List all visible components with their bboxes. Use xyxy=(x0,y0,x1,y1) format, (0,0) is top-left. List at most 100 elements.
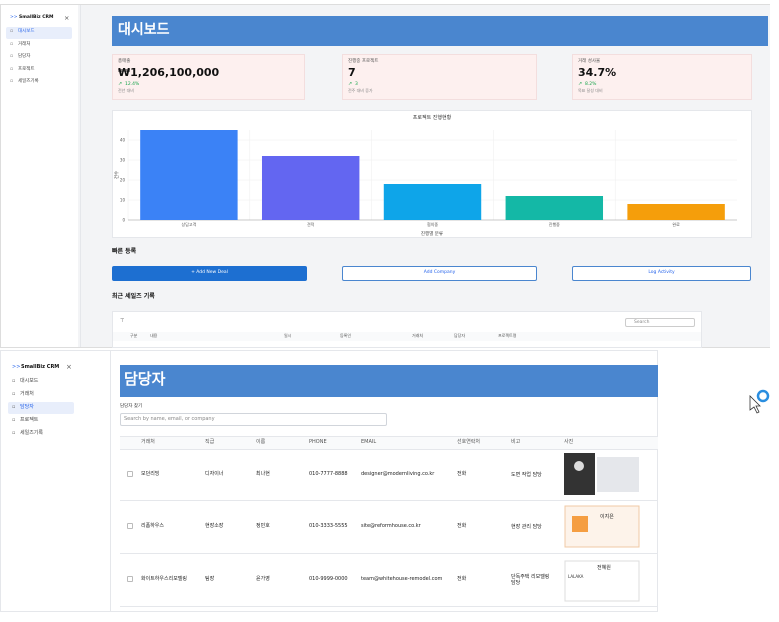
nav-item[interactable]: 프로젝트 xyxy=(20,417,39,423)
y-tick-label: 40 xyxy=(120,138,126,143)
stat-change: 3 xyxy=(355,81,358,87)
card-logo: LALAKA xyxy=(568,574,584,579)
business-cards: LALAKA xyxy=(564,453,640,602)
quick-button[interactable] xyxy=(112,266,307,281)
brand: SmallBiz CRM xyxy=(21,364,60,370)
column-header: 사진 xyxy=(564,439,574,445)
table-header-bg xyxy=(120,436,658,450)
nav-item[interactable]: 세일즈기록 xyxy=(20,430,44,436)
bar xyxy=(383,184,482,220)
card-photo xyxy=(564,560,640,602)
cell: 010-7777-8888 xyxy=(309,470,348,477)
search-label: 담당자 찾기 xyxy=(120,404,143,409)
cell: 디자이너 xyxy=(205,470,224,477)
column-header: PHONE xyxy=(309,439,327,445)
bottom-header xyxy=(120,365,658,397)
bar xyxy=(140,130,238,220)
nav-item[interactable]: 세일즈기록 xyxy=(18,79,39,84)
cell: 전화 xyxy=(457,470,467,477)
cell: 정민호 xyxy=(256,522,270,529)
nav-item[interactable]: 담당자 xyxy=(20,404,34,410)
button-label[interactable]: + Add New Deal xyxy=(191,270,228,275)
column-header: 프로젝트명 xyxy=(498,333,517,338)
stat-arrow: ↗ xyxy=(118,81,123,87)
stat-value: 7 xyxy=(348,66,356,79)
nav-icon: ▫ xyxy=(12,391,16,397)
stat-card xyxy=(342,54,537,100)
stat-note: 전주 대비 증가 xyxy=(348,88,373,93)
button-label[interactable]: Add Company xyxy=(423,270,456,275)
cursor-ring xyxy=(756,389,770,403)
column-header: 거래처 xyxy=(141,439,155,445)
column-header: 선호연락처 xyxy=(457,439,481,445)
nav-item[interactable]: 프로젝트 xyxy=(18,66,35,72)
x-axis-label: 진행별 분류 xyxy=(421,230,443,237)
x-tick-label: 견적 xyxy=(307,221,315,227)
bar xyxy=(261,156,360,220)
row-divider xyxy=(120,553,658,554)
column-header: 거래처 xyxy=(412,333,424,338)
brand-icon: >> xyxy=(12,364,21,370)
row-divider xyxy=(120,500,658,501)
cell: 전화 xyxy=(457,575,467,582)
nav-item[interactable]: 대시보드 xyxy=(18,29,35,34)
bar xyxy=(627,204,725,220)
quick-button[interactable] xyxy=(342,266,537,281)
recent-card xyxy=(112,311,702,348)
column-header: 내용 xyxy=(150,333,158,338)
quick-button[interactable] xyxy=(572,266,751,281)
nav-icon: ▫ xyxy=(12,378,16,384)
bottom-sidebar xyxy=(1,351,111,611)
stat-arrow: ↗ xyxy=(348,81,353,87)
cell: 최나현 xyxy=(256,470,270,477)
y-tick-label: 20 xyxy=(120,178,126,183)
x-tick-label: 진행중 xyxy=(549,221,560,227)
nav-icon: ▫ xyxy=(10,54,14,59)
stat-label: 진행중 프로젝트 xyxy=(348,59,379,64)
stat-value: ₩1,206,100,000 xyxy=(118,66,220,79)
column-header: 직급 xyxy=(205,439,215,445)
search-box[interactable] xyxy=(625,318,695,327)
row-checkbox[interactable] xyxy=(127,471,133,477)
cell: 팀장 xyxy=(205,575,215,582)
stat-change: 8.2% xyxy=(585,81,597,87)
card-photo xyxy=(564,453,595,495)
section-title: 빠른 등록 xyxy=(112,248,137,255)
cell: site@reformhouse.co.kr xyxy=(361,522,421,529)
y-tick-label: 10 xyxy=(120,198,126,203)
column-header: 일시 xyxy=(284,333,292,338)
button-label[interactable]: Log Activity xyxy=(648,270,675,275)
search-input[interactable] xyxy=(120,413,387,426)
nav-item[interactable]: 거래처 xyxy=(18,41,31,47)
nav-icon: ▫ xyxy=(12,417,16,423)
card-photo xyxy=(572,516,588,532)
close-button[interactable]: × xyxy=(66,363,72,371)
nav-icon: ▫ xyxy=(10,29,14,34)
stat-note: 목표 달성 대비 xyxy=(578,88,603,93)
nav-active xyxy=(8,402,74,414)
cell: 현장소장 xyxy=(205,522,224,529)
nav-active xyxy=(6,27,72,39)
search-placeholder: Search by name, email, or company xyxy=(124,416,215,422)
nav-icon: ▫ xyxy=(12,430,16,436)
column-header: 구분 xyxy=(130,333,138,338)
card-name: 전혜원 xyxy=(597,565,611,571)
nav-item[interactable]: 대시보드 xyxy=(20,378,39,384)
y-axis-label: 건수 xyxy=(113,171,120,179)
close-button[interactable]: × xyxy=(64,14,70,22)
row-checkbox[interactable] xyxy=(127,576,133,582)
nav-item[interactable]: 담당자 xyxy=(18,54,31,59)
cell: designer@modernliving.co.kr xyxy=(361,470,435,477)
page-title: 대시보드 xyxy=(118,22,170,38)
y-tick-label: 30 xyxy=(120,158,126,163)
nav-icon: ▫ xyxy=(12,404,16,410)
cell: 화이트하우스리모델링 xyxy=(141,575,188,582)
row-checkbox[interactable] xyxy=(127,523,133,529)
nav-item[interactable]: 거래처 xyxy=(20,391,34,397)
stat-arrow: ↗ xyxy=(578,81,583,87)
bar xyxy=(505,196,604,220)
top-header xyxy=(112,16,768,46)
nav-icon: ▫ xyxy=(10,41,14,47)
